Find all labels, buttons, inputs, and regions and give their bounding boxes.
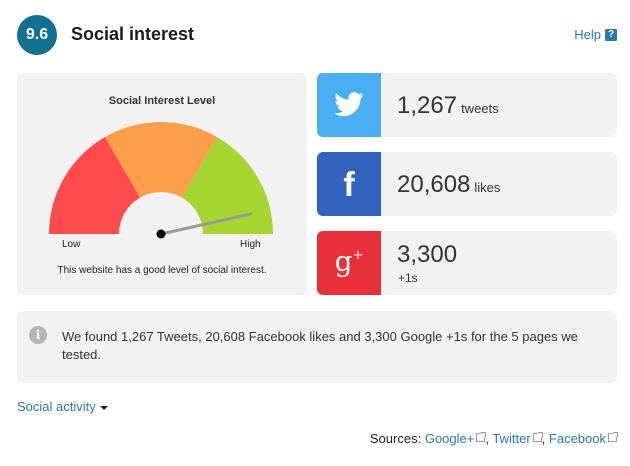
gauge-low-label: Low [62, 239, 81, 250]
twitter-unit: tweets [461, 101, 499, 116]
help-question-icon[interactable]: ? [605, 28, 617, 41]
gauge-caption: This website has a good level of social … [57, 265, 267, 276]
gauge-title: Social Interest Level [108, 95, 216, 107]
section-title: Social interest [71, 24, 195, 44]
sources-line: Sources: Google+, Twitter, Facebook [369, 431, 618, 446]
gauge-high-label: High [240, 239, 261, 250]
gauge-needle [159, 212, 253, 236]
facebook-stat-card: f 20,608 likes [317, 152, 617, 216]
twitter-value: 1,267 tweets [397, 92, 499, 120]
google-plus-stat-card: g+ 3,300 +1s [317, 231, 617, 295]
sources-separator: , [485, 431, 489, 446]
twitter-stat-card: 1,267 tweets [317, 73, 617, 137]
gauge-chart: Low High [49, 122, 273, 250]
help-label[interactable]: Help [574, 27, 601, 42]
twitter-bird-icon [317, 73, 381, 137]
google-plus-count: 3,300 [397, 241, 458, 268]
caret-down-icon[interactable] [99, 405, 108, 410]
facebook-count: 20,608 [397, 171, 471, 198]
social-activity-label[interactable]: Social activity [17, 399, 96, 414]
source-link-facebook[interactable]: Facebook [549, 431, 618, 446]
social-activity-dropdown[interactable]: Social activity [17, 399, 108, 414]
sources-label: Sources: [369, 431, 422, 446]
source-link-twitter[interactable]: Twitter [492, 431, 543, 446]
facebook-value: 20,608 likes [397, 171, 500, 199]
info-icon: i [29, 326, 47, 344]
facebook-unit: likes [474, 180, 501, 195]
sources-separator: , [541, 431, 546, 446]
source-link-google-plus[interactable]: Google+ [425, 431, 487, 446]
info-text: We found 1,267 Tweets, 20,608 Facebook l… [62, 329, 578, 362]
gauge-needle-hub [156, 229, 166, 239]
section-header: 9.6 Social interest Help ? [17, 15, 617, 55]
external-link-icon [532, 432, 543, 442]
gauge-segment-mid [105, 122, 217, 198]
google-plus-unit: +1s [398, 271, 418, 285]
score-badge: 9.6 [17, 15, 57, 55]
facebook-f-icon: f [317, 152, 381, 216]
external-link-icon [476, 432, 487, 442]
info-box: i We found 1,267 Tweets, 20,608 Facebook… [17, 311, 617, 383]
google-plus-icon: g+ [317, 231, 381, 295]
external-link-icon [608, 432, 618, 442]
gauge-segment-low [49, 137, 140, 234]
social-interest-gauge-card: Social Interest Level Low High This webs… [17, 73, 307, 295]
help-link[interactable]: Help ? [574, 27, 617, 42]
twitter-count: 1,267 [397, 92, 458, 119]
gauge-segment-high [182, 137, 273, 234]
